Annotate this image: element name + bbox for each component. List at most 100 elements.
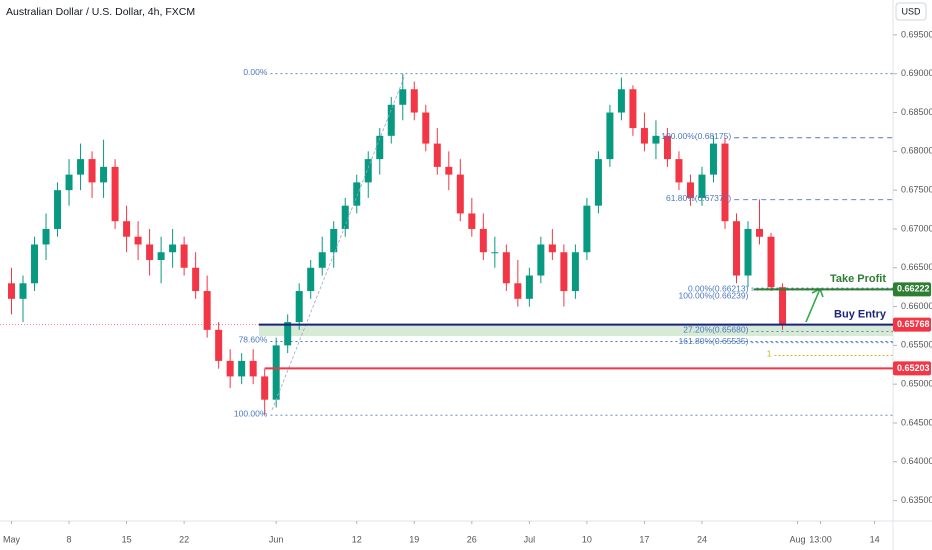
x-tick-label: 8 <box>67 534 72 544</box>
candle-body <box>537 244 545 276</box>
x-tick-label: 22 <box>179 534 189 544</box>
candle-body <box>226 360 234 377</box>
candle-body <box>376 135 384 160</box>
candle-body <box>307 267 315 292</box>
price-badge-label: 0.66222 <box>897 284 930 294</box>
fib-label: 0.00%(0.66213) <box>688 283 749 293</box>
candle-body <box>353 182 361 206</box>
candle-body <box>629 89 637 129</box>
price-badge-label: 0.65203 <box>897 363 930 373</box>
candle-body <box>238 360 246 377</box>
plot-area <box>0 73 894 416</box>
y-tick-label: 0.65000 <box>901 379 932 389</box>
candle-body <box>111 166 119 222</box>
candle-body <box>779 287 787 325</box>
candle-body <box>123 221 131 237</box>
fib-label: 100.00%(0.68175) <box>661 131 731 141</box>
y-tick-label: 0.63500 <box>901 495 932 505</box>
candle-body <box>42 228 50 245</box>
candle-body <box>732 221 740 276</box>
candle-body <box>756 228 764 237</box>
candle-body <box>525 275 533 299</box>
candle-body <box>157 252 165 260</box>
y-tick-label: 0.64500 <box>901 417 932 427</box>
candle-body <box>675 159 683 183</box>
candle-body <box>31 244 39 284</box>
candle-body <box>100 166 108 183</box>
x-tick-label: 17 <box>639 534 649 544</box>
candle-body <box>744 228 752 276</box>
fib-label: 1 <box>767 349 772 359</box>
candle-body <box>88 159 96 183</box>
candle-body <box>583 205 591 253</box>
fib-trend-line <box>271 74 406 411</box>
x-tick-label: 12 <box>352 534 362 544</box>
fib-label: 100.00%(0.66239) <box>679 290 749 300</box>
candle-body <box>180 244 188 268</box>
candle-body <box>433 143 441 167</box>
candle-body <box>8 283 16 299</box>
candle-body <box>364 159 372 183</box>
candle-body <box>330 228 338 253</box>
candle-body <box>560 252 568 292</box>
candle-body <box>399 89 407 105</box>
candle-body <box>341 205 349 229</box>
x-tick-label: 13:00 <box>809 534 832 544</box>
price-badge <box>893 361 931 376</box>
x-tick-label: Aug <box>789 534 805 544</box>
currency-label[interactable]: USD <box>901 6 921 16</box>
y-tick-label: 0.69000 <box>901 68 932 78</box>
y-tick-label: 0.64000 <box>901 456 932 466</box>
y-tick-label: 0.69500 <box>901 29 932 39</box>
key-level-label: Take Profit <box>830 273 886 285</box>
y-tick-label: 0.67000 <box>901 223 932 233</box>
candle-body <box>514 283 522 299</box>
candle-body <box>698 174 706 198</box>
chart-title: Australian Dollar / U.S. Dollar, 4h, FXC… <box>6 6 195 18</box>
candle-body <box>249 360 257 377</box>
price-badge <box>893 317 931 332</box>
candle-body <box>767 236 775 288</box>
candle-body <box>192 267 200 292</box>
candle-body <box>422 112 430 144</box>
fib-label: 100.00% <box>234 408 268 418</box>
candle-body <box>284 322 292 346</box>
fib-label: 161.80%(0.65535) <box>679 336 749 346</box>
candle-body <box>77 159 85 175</box>
x-tick-label: 15 <box>122 534 132 544</box>
y-tick-label: 0.65500 <box>901 340 932 350</box>
fib-label: 61.80%(0.67377) <box>666 193 731 203</box>
candle-body <box>468 213 476 229</box>
candle-body <box>663 135 671 160</box>
y-tick-label: 0.66000 <box>901 301 932 311</box>
currency-box[interactable] <box>895 2 927 21</box>
candle-body <box>203 291 211 330</box>
candle-body <box>54 190 62 229</box>
candle-body <box>502 252 510 284</box>
y-tick-label: 0.68000 <box>901 146 932 156</box>
x-tick-label: May <box>3 534 21 544</box>
candle-body <box>652 135 660 144</box>
candle-body <box>721 143 729 222</box>
candle-body <box>617 89 625 113</box>
candle-body <box>594 159 602 206</box>
price-badge <box>893 282 931 297</box>
fib-label: 0.00% <box>243 67 268 77</box>
candle-body <box>548 244 556 253</box>
candle-body <box>456 174 464 214</box>
x-tick-label: 26 <box>467 534 477 544</box>
fib-label: 78.60% <box>239 335 268 345</box>
x-tick-label: 10 <box>582 534 592 544</box>
x-tick-label: Jun <box>269 534 284 544</box>
x-tick-label: Jul <box>524 534 536 544</box>
candle-body <box>606 112 614 160</box>
candle-body <box>445 166 453 175</box>
candle-body <box>318 252 326 268</box>
candle-body <box>295 291 303 323</box>
candle-body <box>387 104 395 136</box>
candle-body <box>479 228 487 253</box>
candle-body <box>134 236 142 245</box>
candle-body <box>709 143 717 175</box>
